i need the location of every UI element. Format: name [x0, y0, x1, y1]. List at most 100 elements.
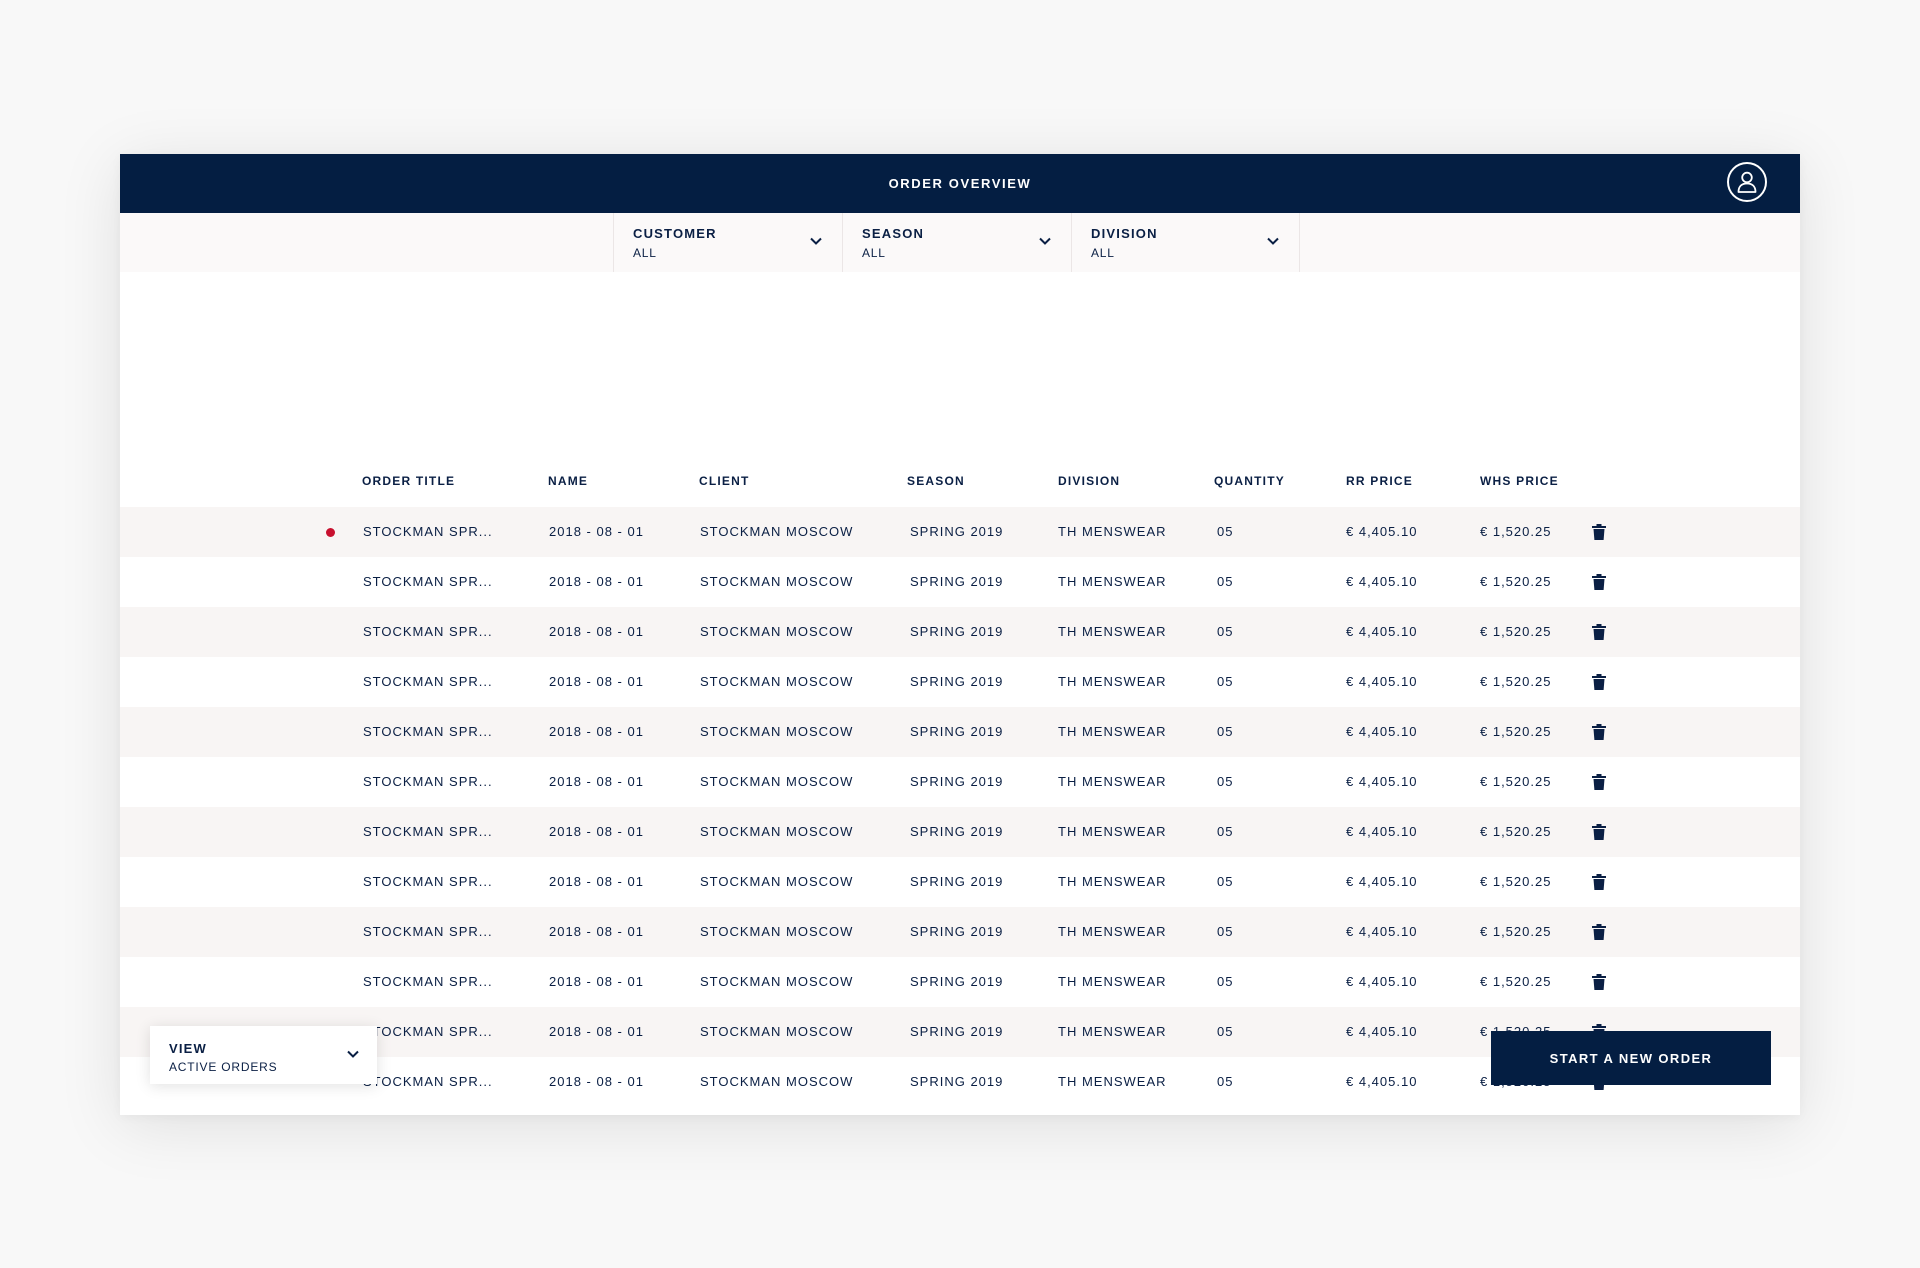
trash-icon[interactable] — [1592, 824, 1606, 840]
cell-order-title: STOCKMAN SPR... — [363, 824, 493, 839]
cell-order-title: STOCKMAN SPR... — [363, 624, 493, 639]
cell-season: SPRING 2019 — [910, 574, 1004, 589]
chevron-down-icon — [1267, 237, 1279, 245]
unread-dot-icon — [326, 528, 335, 537]
customer-filter[interactable]: CUSTOMER ALL — [613, 213, 842, 272]
cell-division: TH MENSWEAR — [1058, 574, 1167, 589]
cell-rr-price: € 4,405.10 — [1346, 824, 1418, 839]
column-header-name[interactable]: NAME — [548, 474, 589, 488]
table-row[interactable]: STOCKMAN SPR... 2018 - 08 - 01 STOCKMAN MO… — [120, 657, 1800, 707]
table-row[interactable]: STOCKMAN SPR... 2018 - 08 - 01 STOCKMAN MO… — [120, 857, 1800, 907]
cell-season: SPRING 2019 — [910, 824, 1004, 839]
cell-order-title: STOCKMAN SPR... — [363, 924, 493, 939]
cell-rr-price: € 4,405.10 — [1346, 874, 1418, 889]
trash-icon[interactable] — [1592, 574, 1606, 590]
cell-quantity: 05 — [1217, 874, 1234, 889]
cell-name: 2018 - 08 - 01 — [549, 924, 644, 939]
chevron-down-icon — [347, 1050, 359, 1058]
season-filter[interactable]: SEASON ALL — [842, 213, 1071, 272]
cell-division: TH MENSWEAR — [1058, 874, 1167, 889]
cell-rr-price: € 4,405.10 — [1346, 974, 1418, 989]
cell-name: 2018 - 08 - 01 — [549, 724, 644, 739]
cell-season: SPRING 2019 — [910, 1024, 1004, 1039]
table-row[interactable]: STOCKMAN SPR... 2018 - 08 - 01 STOCKMAN MO… — [120, 507, 1800, 557]
cell-client: STOCKMAN MOSCOW — [700, 524, 854, 539]
cell-quantity: 05 — [1217, 774, 1234, 789]
view-select-value: ACTIVE ORDERS — [169, 1060, 278, 1074]
cell-division: TH MENSWEAR — [1058, 1024, 1167, 1039]
start-new-order-button[interactable]: START A NEW ORDER — [1491, 1031, 1771, 1085]
cell-rr-price: € 4,405.10 — [1346, 1074, 1418, 1089]
cell-rr-price: € 4,405.10 — [1346, 924, 1418, 939]
cell-rr-price: € 4,405.10 — [1346, 1024, 1418, 1039]
cell-division: TH MENSWEAR — [1058, 1074, 1167, 1089]
chevron-down-icon — [810, 237, 822, 245]
trash-icon[interactable] — [1592, 924, 1606, 940]
cell-order-title: STOCKMAN SPR... — [363, 574, 493, 589]
cell-division: TH MENSWEAR — [1058, 974, 1167, 989]
cell-client: STOCKMAN MOSCOW — [700, 724, 854, 739]
cell-name: 2018 - 08 - 01 — [549, 824, 644, 839]
trash-icon[interactable] — [1592, 524, 1606, 540]
cell-quantity: 05 — [1217, 1074, 1234, 1089]
cell-client: STOCKMAN MOSCOW — [700, 924, 854, 939]
cell-division: TH MENSWEAR — [1058, 674, 1167, 689]
division-filter[interactable]: DIVISION ALL — [1071, 213, 1300, 272]
cell-season: SPRING 2019 — [910, 524, 1004, 539]
user-avatar-button[interactable] — [1727, 162, 1767, 202]
column-header-season[interactable]: SEASON — [907, 474, 965, 488]
chevron-down-icon — [1039, 237, 1051, 245]
cell-client: STOCKMAN MOSCOW — [700, 574, 854, 589]
table-row[interactable]: STOCKMAN SPR... 2018 - 08 - 01 STOCKMAN MO… — [120, 707, 1800, 757]
column-header-whs-price[interactable]: WHS PRICE — [1480, 474, 1559, 488]
cell-client: STOCKMAN MOSCOW — [700, 674, 854, 689]
cell-whs-price: € 1,520.25 — [1480, 874, 1552, 889]
cell-division: TH MENSWEAR — [1058, 824, 1167, 839]
orders-table-body: STOCKMAN SPR... 2018 - 08 - 01 STOCKMAN MO… — [120, 507, 1800, 1107]
cell-client: STOCKMAN MOSCOW — [700, 824, 854, 839]
cell-whs-price: € 1,520.25 — [1480, 924, 1552, 939]
table-row[interactable]: STOCKMAN SPR... 2018 - 08 - 01 STOCKMAN MO… — [120, 907, 1800, 957]
cell-order-title: STOCKMAN SPR... — [363, 1024, 493, 1039]
table-row[interactable]: STOCKMAN SPR... 2018 - 08 - 01 STOCKMAN MO… — [120, 957, 1800, 1007]
cell-season: SPRING 2019 — [910, 724, 1004, 739]
cell-division: TH MENSWEAR — [1058, 524, 1167, 539]
cell-quantity: 05 — [1217, 524, 1234, 539]
cell-whs-price: € 1,520.25 — [1480, 624, 1552, 639]
column-header-quantity[interactable]: QUANTITY — [1214, 474, 1285, 488]
filter-value: ALL — [633, 246, 657, 260]
cell-season: SPRING 2019 — [910, 974, 1004, 989]
cell-division: TH MENSWEAR — [1058, 774, 1167, 789]
column-header-order-title[interactable]: ORDER TITLE — [362, 474, 456, 488]
trash-icon[interactable] — [1592, 724, 1606, 740]
cell-name: 2018 - 08 - 01 — [549, 1024, 644, 1039]
cell-whs-price: € 1,520.25 — [1480, 724, 1552, 739]
cell-quantity: 05 — [1217, 924, 1234, 939]
cell-season: SPRING 2019 — [910, 624, 1004, 639]
table-row[interactable]: STOCKMAN SPR... 2018 - 08 - 01 STOCKMAN MO… — [120, 807, 1800, 857]
cell-whs-price: € 1,520.25 — [1480, 524, 1552, 539]
cell-whs-price: € 1,520.25 — [1480, 824, 1552, 839]
cell-order-title: STOCKMAN SPR... — [363, 724, 493, 739]
cell-client: STOCKMAN MOSCOW — [700, 974, 854, 989]
trash-icon[interactable] — [1592, 624, 1606, 640]
table-row[interactable]: STOCKMAN SPR... 2018 - 08 - 01 STOCKMAN MO… — [120, 757, 1800, 807]
cell-whs-price: € 1,520.25 — [1480, 574, 1552, 589]
cell-name: 2018 - 08 - 01 — [549, 1074, 644, 1089]
trash-icon[interactable] — [1592, 874, 1606, 890]
view-select-label: VIEW — [169, 1041, 208, 1056]
table-row[interactable]: STOCKMAN SPR... 2018 - 08 - 01 STOCKMAN MO… — [120, 607, 1800, 657]
cell-division: TH MENSWEAR — [1058, 924, 1167, 939]
view-select[interactable]: VIEW ACTIVE ORDERS — [150, 1026, 377, 1084]
trash-icon[interactable] — [1592, 674, 1606, 690]
cell-season: SPRING 2019 — [910, 874, 1004, 889]
trash-icon[interactable] — [1592, 974, 1606, 990]
column-header-rr-price[interactable]: RR PRICE — [1346, 474, 1413, 488]
column-header-client[interactable]: CLIENT — [699, 474, 750, 488]
trash-icon[interactable] — [1592, 774, 1606, 790]
header-bar: ORDER OVERVIEW — [120, 154, 1800, 213]
table-row[interactable]: STOCKMAN SPR... 2018 - 08 - 01 STOCKMAN MO… — [120, 557, 1800, 607]
cell-name: 2018 - 08 - 01 — [549, 574, 644, 589]
column-header-division[interactable]: DIVISION — [1058, 474, 1121, 488]
cell-division: TH MENSWEAR — [1058, 624, 1167, 639]
